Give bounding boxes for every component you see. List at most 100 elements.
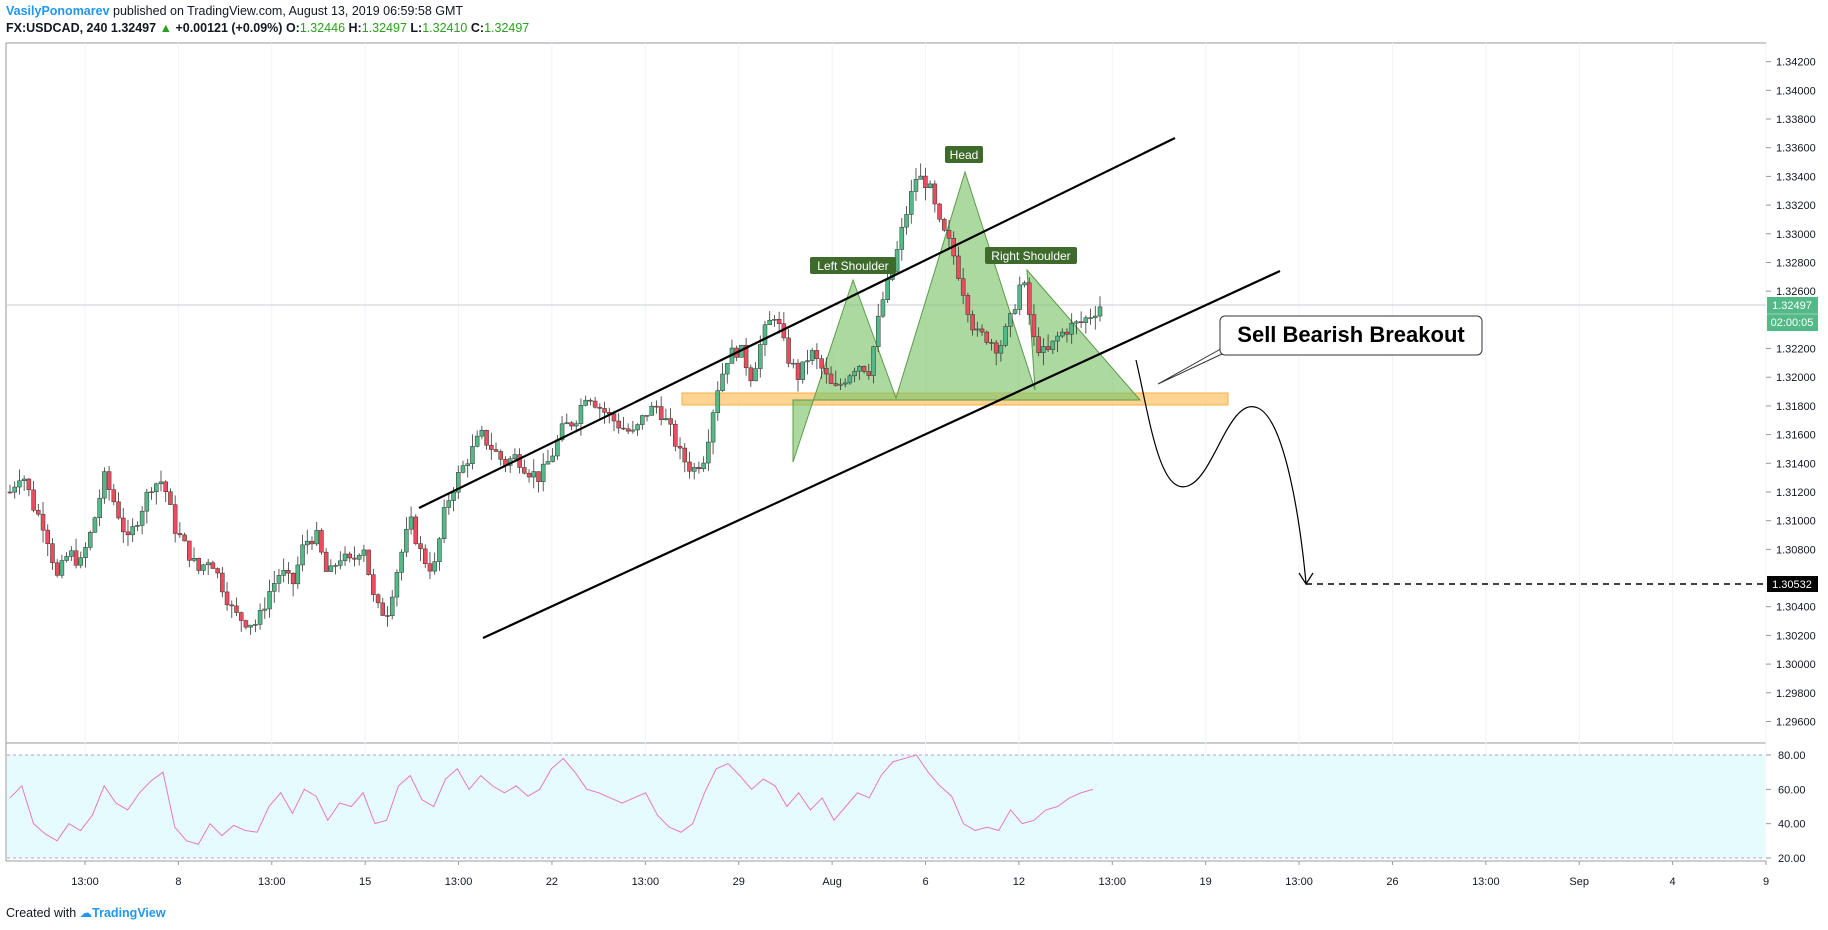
candle bbox=[238, 611, 244, 632]
time-tick-label: Aug bbox=[822, 876, 842, 888]
candle bbox=[899, 217, 905, 261]
time-tick-label: 4 bbox=[1670, 876, 1676, 888]
left-shoulder-label[interactable]: Left Shoulder bbox=[810, 257, 896, 274]
candle bbox=[847, 373, 853, 385]
rsi-line bbox=[9, 754, 1094, 845]
candle bbox=[120, 508, 126, 543]
candle bbox=[720, 363, 725, 392]
candle bbox=[531, 459, 537, 489]
candle bbox=[257, 603, 263, 630]
candle bbox=[588, 398, 593, 406]
candle bbox=[630, 421, 636, 434]
candle bbox=[965, 292, 971, 323]
projection-curve bbox=[1135, 359, 1307, 584]
callout-box[interactable]: Sell Bearish Breakout bbox=[1157, 315, 1483, 385]
candle bbox=[724, 363, 730, 384]
candle bbox=[276, 568, 282, 593]
candle bbox=[1083, 315, 1089, 334]
time-tick-label: 26 bbox=[1386, 876, 1398, 888]
candle bbox=[484, 429, 489, 450]
candle bbox=[550, 448, 555, 463]
candle bbox=[83, 542, 88, 568]
time-tick-label: 6 bbox=[922, 876, 928, 888]
price-tick-label: 1.33000 bbox=[1776, 229, 1816, 241]
close-value: 1.32497 bbox=[484, 21, 530, 35]
footer: Created with ☁TradingView bbox=[6, 905, 166, 920]
time-tick-label: 15 bbox=[359, 876, 371, 888]
candle bbox=[54, 559, 60, 578]
time-tick-label: 19 bbox=[1200, 876, 1212, 888]
candle bbox=[625, 423, 631, 435]
candle bbox=[960, 268, 966, 304]
target-price-text: 1.30532 bbox=[1772, 579, 1812, 591]
candle bbox=[111, 484, 117, 506]
head-label[interactable]: Head bbox=[945, 146, 983, 163]
candle bbox=[215, 567, 220, 579]
candle bbox=[536, 471, 541, 493]
candle bbox=[800, 361, 805, 384]
candle bbox=[979, 324, 985, 336]
candle bbox=[753, 362, 758, 382]
candle bbox=[819, 354, 824, 379]
time-tick-label: 9 bbox=[1763, 876, 1769, 888]
candle bbox=[295, 556, 301, 589]
last-price: 1.32497 bbox=[110, 21, 157, 35]
time-tick-label: 22 bbox=[546, 876, 558, 888]
current-price-text: 1.32497 bbox=[1772, 300, 1812, 312]
candle bbox=[314, 521, 319, 546]
candle bbox=[78, 551, 84, 569]
high-value: 1.32497 bbox=[361, 21, 407, 35]
candle bbox=[597, 403, 603, 419]
price-tick-label: 1.31200 bbox=[1776, 487, 1816, 499]
time-tick-label: Sep bbox=[1569, 876, 1589, 888]
candle bbox=[522, 459, 527, 475]
candle bbox=[210, 560, 216, 569]
target-price-tag: 1.30532 bbox=[1767, 576, 1818, 592]
channel-upper-line[interactable] bbox=[418, 137, 1176, 509]
candle bbox=[36, 503, 41, 517]
candle bbox=[602, 401, 607, 424]
candle bbox=[989, 338, 994, 351]
candle bbox=[187, 540, 192, 568]
candle bbox=[333, 563, 338, 575]
candle bbox=[404, 516, 409, 558]
candle bbox=[984, 330, 990, 345]
candle bbox=[12, 481, 17, 499]
author-link[interactable]: VasilyPonomarev bbox=[6, 4, 110, 18]
candle bbox=[248, 624, 253, 635]
candle bbox=[640, 414, 645, 430]
low-label: L: bbox=[410, 21, 423, 35]
price-tick-label: 1.31000 bbox=[1776, 516, 1816, 528]
candle bbox=[441, 499, 447, 544]
candle bbox=[102, 467, 107, 504]
price-tick-label: 1.30000 bbox=[1776, 659, 1816, 671]
candle bbox=[1088, 308, 1093, 325]
candle bbox=[880, 291, 886, 319]
time-tick-label: 8 bbox=[175, 876, 181, 888]
candle bbox=[1022, 280, 1027, 288]
candle bbox=[715, 381, 721, 421]
time-axis[interactable]: 13:00 8 13:00 15 13:00 22 13:00 29 Aug 6 12 13:00 19… bbox=[71, 861, 1769, 888]
candle bbox=[772, 315, 777, 327]
right-shoulder-label[interactable]: Right Shoulder bbox=[985, 247, 1077, 264]
candle bbox=[795, 359, 801, 392]
tradingview-link[interactable]: TradingView bbox=[92, 906, 166, 920]
candle bbox=[932, 180, 938, 213]
candle bbox=[1008, 312, 1013, 338]
price-axis[interactable]: 1.34200 1.34000 1.33800 1.33600 1.33400 1.332… bbox=[1766, 57, 1816, 729]
candle bbox=[706, 429, 711, 472]
candle bbox=[144, 488, 150, 524]
candle bbox=[904, 205, 909, 235]
candle bbox=[786, 329, 791, 368]
candle bbox=[512, 448, 518, 460]
candle bbox=[526, 469, 532, 483]
candle bbox=[781, 312, 787, 341]
channel-lower-line[interactable] bbox=[482, 270, 1281, 639]
candle bbox=[498, 449, 503, 466]
rsi-tick-label: 20.00 bbox=[1778, 853, 1806, 865]
candle bbox=[163, 480, 168, 503]
candle bbox=[253, 619, 258, 633]
candle bbox=[913, 168, 919, 201]
candle bbox=[1031, 304, 1037, 346]
